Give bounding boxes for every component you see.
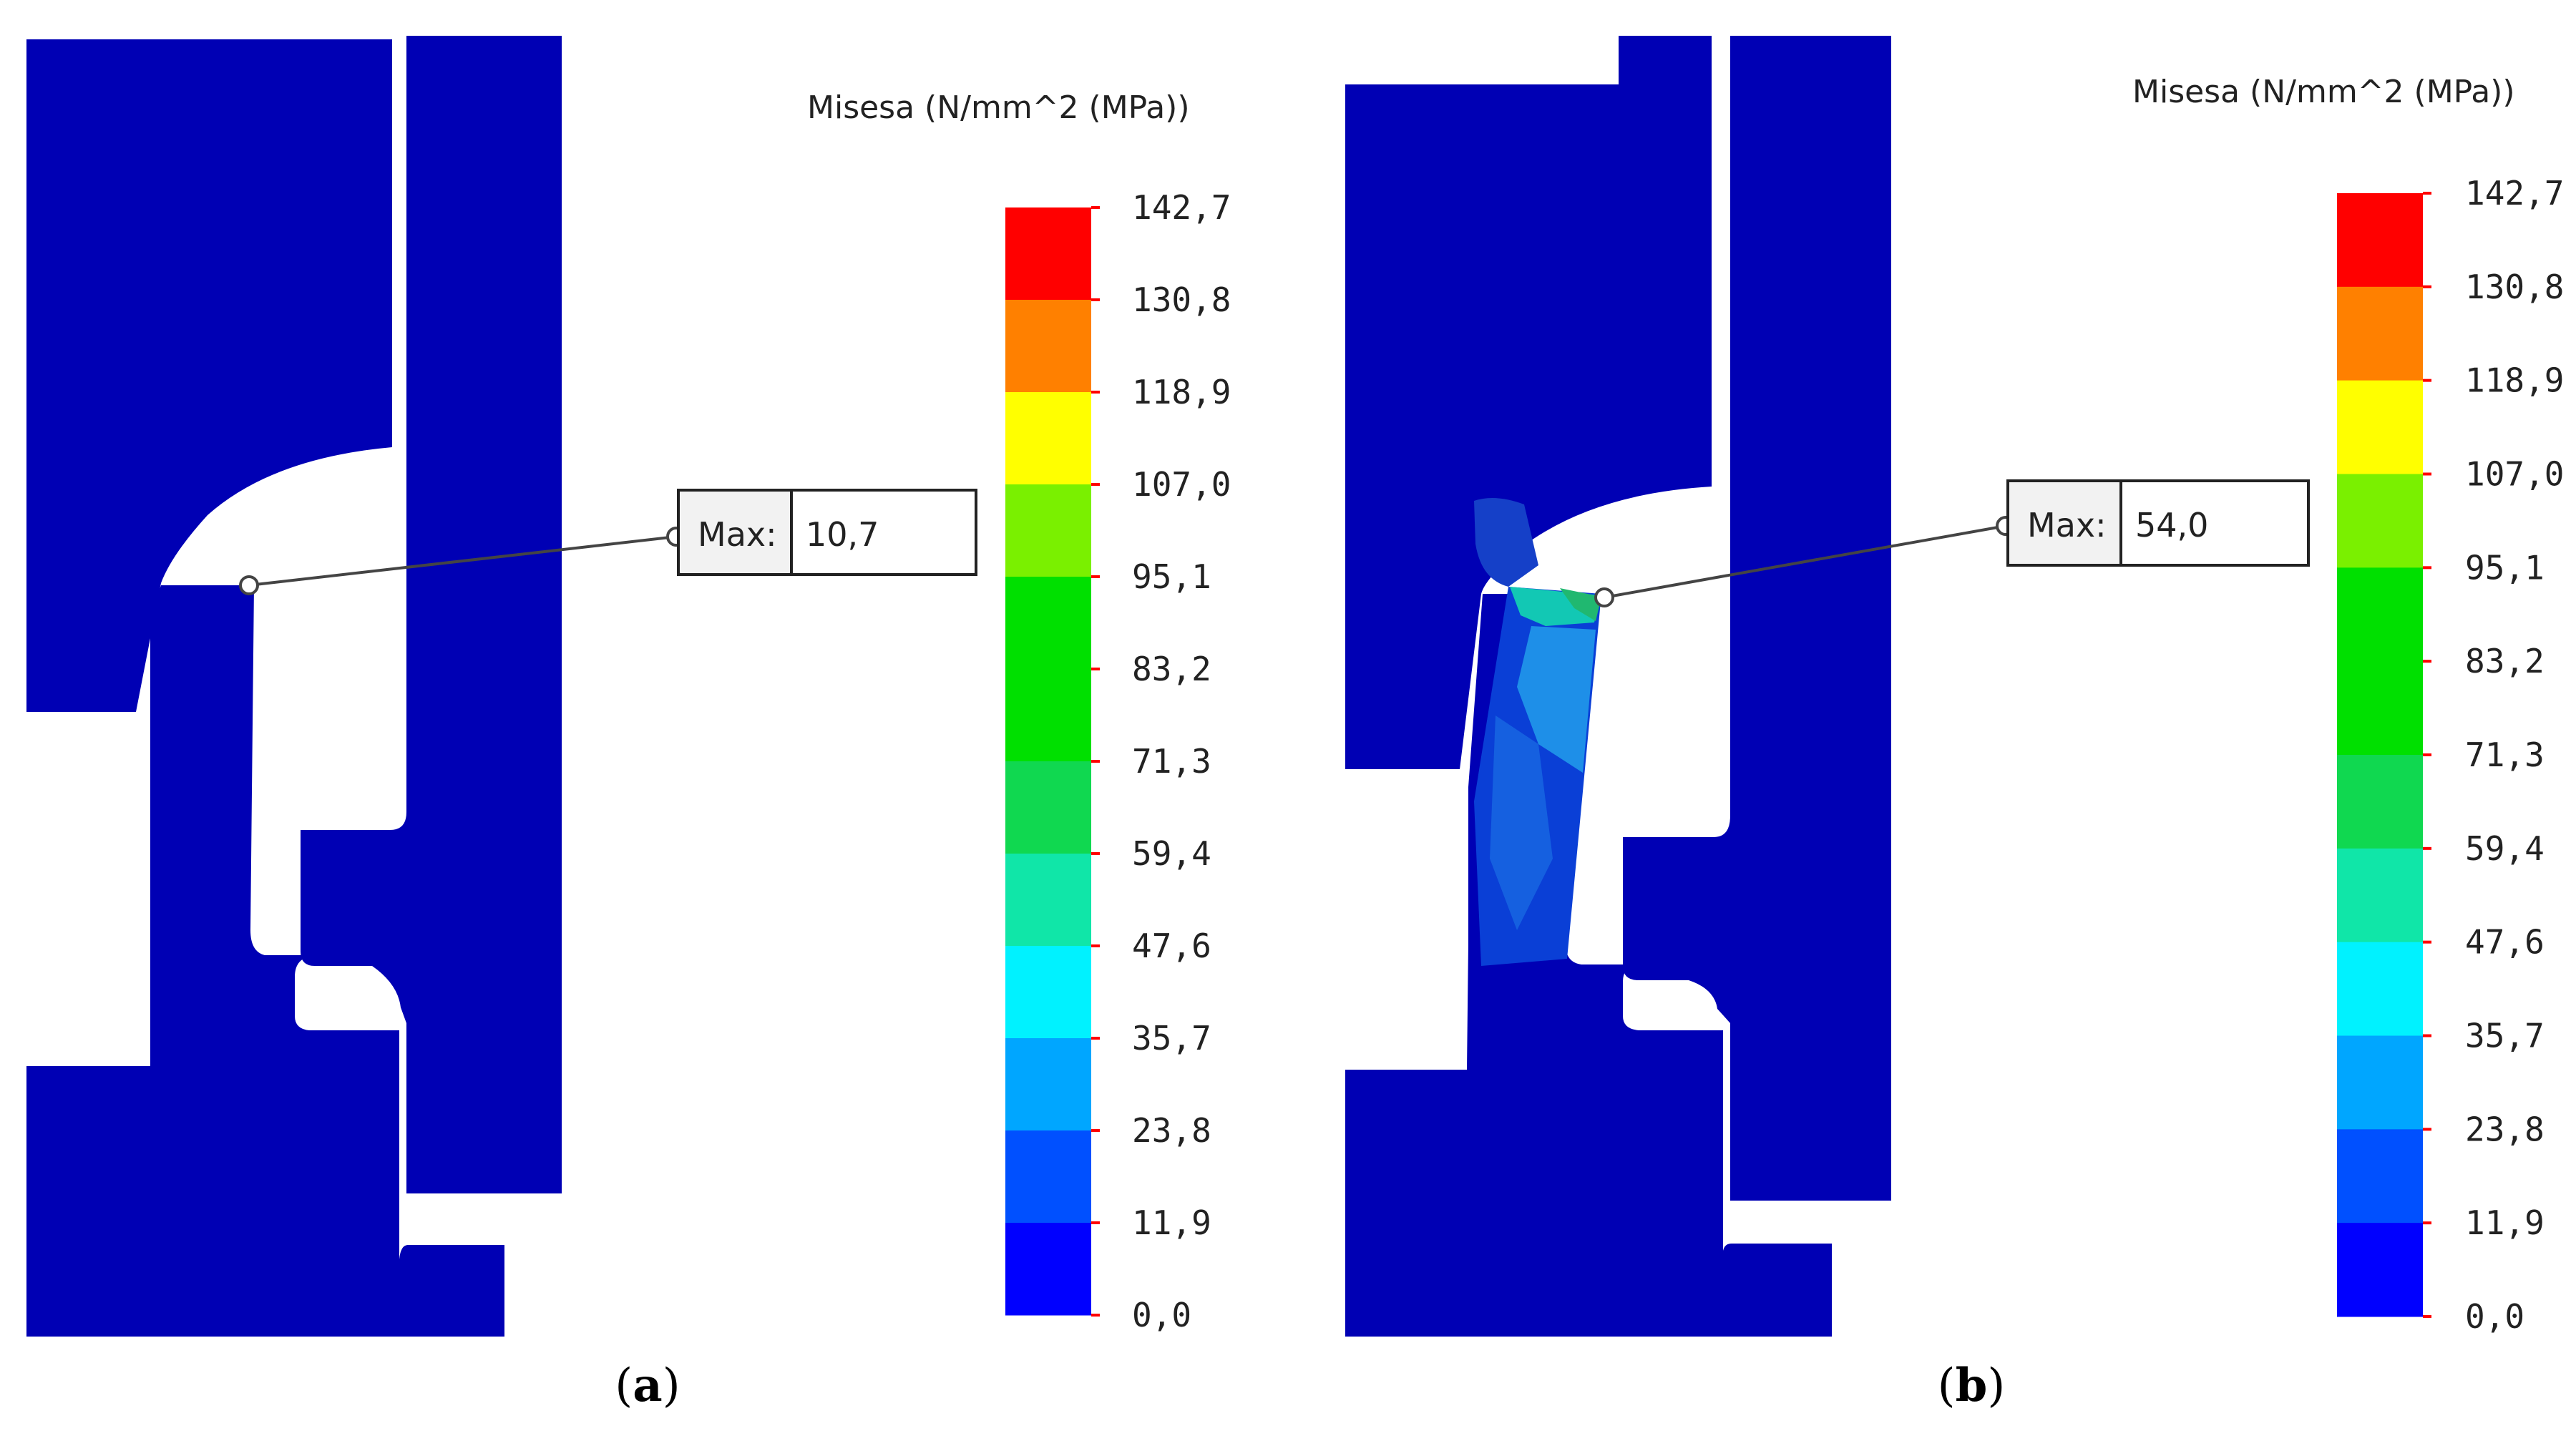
colorbar-segment [1005, 484, 1091, 577]
panel-label-b: (b) [1938, 1359, 2006, 1412]
colorbar-tick-label: 47,6 [2465, 923, 2545, 962]
colorbar-tick-label: 71,3 [1132, 742, 1211, 781]
colorbar-segment [1005, 854, 1091, 947]
colorbar-tick-label: 47,6 [1132, 927, 1211, 965]
colorbar-tick-label: 0,0 [2465, 1297, 2524, 1336]
upper-left-block [26, 39, 392, 712]
colorbar-segment [2337, 193, 2423, 288]
upper-left-block [1345, 36, 1712, 769]
colorbar-segment [1005, 946, 1091, 1039]
stress-band-low-streak [1490, 716, 1553, 930]
fem-part-geometry [1345, 36, 1891, 1337]
colorbar-tick-label: 0,0 [1132, 1296, 1191, 1334]
panel-b: Max: 54,0 Misesa (N/mm^2 (MPa)) 142,7 130… [1345, 36, 2564, 1412]
stress-band-peak [1560, 588, 1601, 621]
colorbar-tick-label: 142,7 [2465, 174, 2564, 213]
panel-a: Max: 10,7 Misesa (N/mm^2 (MPa)) 142,7 130… [26, 36, 1231, 1412]
colorbar-tick-label: 142,7 [1132, 188, 1231, 227]
colorbar-tick-label: 11,9 [1132, 1203, 1211, 1242]
panel-label-a: (a) [615, 1359, 680, 1412]
colorbar-segment [1005, 300, 1091, 393]
colorbar-tick-label: 35,7 [2465, 1017, 2545, 1055]
right-outer-wall [301, 36, 562, 1193]
colorbar-tick-label: 130,8 [1132, 280, 1231, 319]
colorbar-segment [2337, 286, 2423, 381]
colorbar-segment [1005, 1223, 1091, 1316]
colorbar-segment [2337, 474, 2423, 568]
colorbar-segment [2337, 1035, 2423, 1130]
colorbar-segment [1005, 392, 1091, 485]
colorbar-tick-label: 71,3 [2465, 736, 2545, 774]
colorbar-tick-label: 23,8 [2465, 1110, 2545, 1148]
callout-label: Max: [2027, 506, 2107, 544]
colorbar-segment [1005, 207, 1091, 301]
stress-band-mid [1517, 626, 1596, 773]
colorbar-segment [2337, 567, 2423, 662]
colorbar: 142,7 130,8 118,9 107,0 95,1 83,2 71,3 59,4 47,6… [1005, 188, 1231, 1334]
colorbar-segment [2337, 848, 2423, 943]
callout-value: 10,7 [806, 515, 879, 554]
stress-legend: Misesa (N/mm^2 (MPa)) 142,7 130,8 118,9 107… [807, 89, 1231, 1334]
colorbar-segment [2337, 380, 2423, 474]
callout-value-cell [2119, 479, 2310, 567]
colorbar-segment [1005, 1038, 1091, 1131]
callout-value-cell [790, 489, 977, 576]
colorbar-segment [2337, 755, 2423, 849]
colorbar: 142,7 130,8 118,9 107,0 95,1 83,2 71,3 59,4 47,6… [2337, 174, 2564, 1336]
colorbar-tick-label: 95,1 [2465, 548, 2545, 587]
colorbar-tick-label: 59,4 [1132, 834, 1211, 873]
colorbar-segment [2337, 942, 2423, 1036]
max-callout: Max: 10,7 [239, 489, 977, 595]
right-outer-wall [1623, 36, 1891, 1201]
legend-title: Misesa (N/mm^2 (MPa)) [807, 89, 1190, 126]
callout-leader-line [1604, 524, 2006, 599]
inner-piston [1345, 594, 1832, 1337]
stress-legend: Misesa (N/mm^2 (MPa)) 142,7 130,8 118,9 107… [2132, 74, 2564, 1336]
colorbar-tick-label: 83,2 [2465, 642, 2545, 680]
colorbar-tick-label: 35,7 [1132, 1019, 1211, 1058]
colorbar-tick-label: 23,8 [1132, 1111, 1211, 1150]
colorbar-segment [1005, 577, 1091, 670]
colorbar-tick-label: 107,0 [1132, 465, 1231, 504]
callout-label: Max: [698, 515, 777, 554]
colorbar-segment [2337, 1129, 2423, 1224]
colorbar-segment [1005, 669, 1091, 762]
colorbar-tick-label: 118,9 [2465, 361, 2564, 400]
colorbar-tick-label: 130,8 [2465, 268, 2564, 306]
stress-band-upper-wedge [1474, 498, 1538, 587]
colorbar-tick-label: 118,9 [1132, 373, 1231, 411]
colorbar-tick-label: 107,0 [2465, 455, 2564, 494]
callout-leader-line [248, 535, 677, 587]
callout-value: 54,0 [2135, 506, 2208, 544]
inner-piston [26, 585, 504, 1337]
fem-part-geometry [26, 36, 562, 1337]
colorbar-segment [1005, 761, 1091, 854]
stress-contours [1474, 498, 1601, 966]
max-callout: Max: 54,0 [1594, 479, 2310, 607]
colorbar-tick-label: 95,1 [1132, 557, 1211, 596]
colorbar-tick-label: 59,4 [2465, 829, 2545, 868]
colorbar-segment [2337, 1223, 2423, 1317]
colorbar-tick-label: 11,9 [2465, 1203, 2545, 1242]
callout-anchor-dot [239, 575, 259, 595]
colorbar-segment [1005, 1130, 1091, 1224]
legend-title: Misesa (N/mm^2 (MPa)) [2132, 74, 2515, 110]
callout-anchor-dot [1594, 587, 1614, 607]
callout-label-cell [2006, 479, 2122, 567]
colorbar-tick-label: 83,2 [1132, 650, 1211, 688]
colorbar-segment [2337, 661, 2423, 756]
